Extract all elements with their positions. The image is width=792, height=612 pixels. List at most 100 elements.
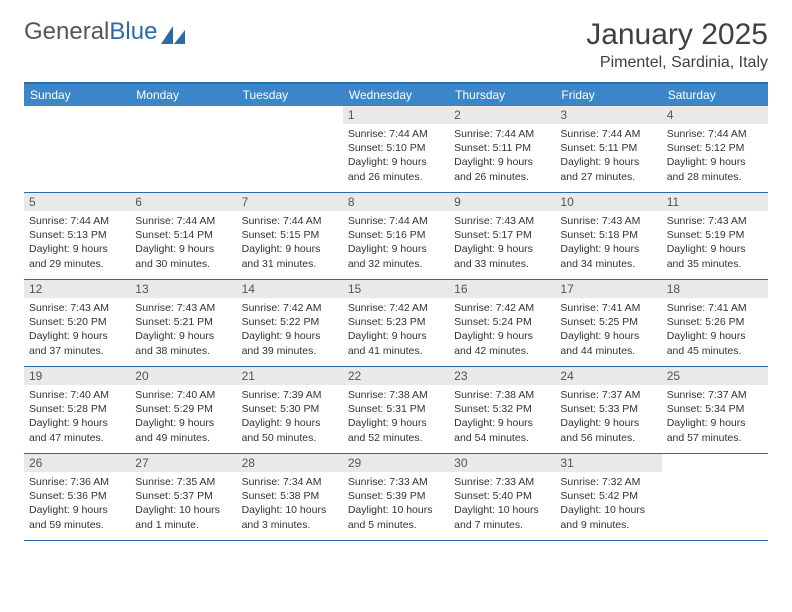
day-details: Sunrise: 7:37 AMSunset: 5:33 PMDaylight:…	[560, 388, 656, 445]
day-details: Sunrise: 7:32 AMSunset: 5:42 PMDaylight:…	[560, 475, 656, 532]
day-cell: 20 Sunrise: 7:40 AMSunset: 5:29 PMDayligh…	[130, 367, 236, 453]
day-number: 27	[130, 454, 236, 472]
day-number: 23	[449, 367, 555, 385]
day-cell: 18 Sunrise: 7:41 AMSunset: 5:26 PMDayligh…	[662, 280, 768, 366]
page-header: GeneralBlue January 2025 Pimentel, Sardi…	[24, 18, 768, 72]
week-row: 26Sunrise: 7:36 AMSunset: 5:36 PMDayligh…	[24, 454, 768, 541]
day-cell: 26Sunrise: 7:36 AMSunset: 5:36 PMDayligh…	[24, 454, 130, 540]
day-details: Sunrise: 7:44 AMSunset: 5:10 PMDaylight:…	[348, 127, 444, 184]
day-number: 13	[130, 280, 236, 298]
day-cell: 23 Sunrise: 7:38 AMSunset: 5:32 PMDayligh…	[449, 367, 555, 453]
day-details: Sunrise: 7:41 AMSunset: 5:25 PMDaylight:…	[560, 301, 656, 358]
day-cell: 27 Sunrise: 7:35 AMSunset: 5:37 PMDayligh…	[130, 454, 236, 540]
day-cell: 3Sunrise: 7:44 AMSunset: 5:11 PMDaylight…	[555, 106, 661, 192]
day-details: Sunrise: 7:43 AMSunset: 5:20 PMDaylight:…	[29, 301, 125, 358]
day-details: Sunrise: 7:38 AMSunset: 5:31 PMDaylight:…	[348, 388, 444, 445]
week-row: 19 Sunrise: 7:40 AMSunset: 5:28 PMDayligh…	[24, 367, 768, 454]
day-details: Sunrise: 7:41 AMSunset: 5:26 PMDaylight:…	[667, 301, 763, 358]
day-cell: 17 Sunrise: 7:41 AMSunset: 5:25 PMDayligh…	[555, 280, 661, 366]
day-details: Sunrise: 7:35 AMSunset: 5:37 PMDaylight:…	[135, 475, 231, 532]
day-cell: 31 Sunrise: 7:32 AMSunset: 5:42 PMDayligh…	[555, 454, 661, 540]
day-number: 20	[130, 367, 236, 385]
day-number: 2	[449, 106, 555, 124]
day-cell: 1 Sunrise: 7:44 AMSunset: 5:10 PMDaylight…	[343, 106, 449, 192]
day-header: Monday	[130, 84, 236, 106]
day-details: Sunrise: 7:43 AMSunset: 5:21 PMDaylight:…	[135, 301, 231, 358]
day-details: Sunrise: 7:44 AMSunset: 5:16 PMDaylight:…	[348, 214, 444, 271]
day-details: Sunrise: 7:40 AMSunset: 5:29 PMDaylight:…	[135, 388, 231, 445]
day-cell: 14 Sunrise: 7:42 AMSunset: 5:22 PMDayligh…	[237, 280, 343, 366]
day-number: 15	[343, 280, 449, 298]
day-cell: 7 Sunrise: 7:44 AMSunset: 5:15 PMDaylight…	[237, 193, 343, 279]
week-row: 5Sunrise: 7:44 AMSunset: 5:13 PMDaylight…	[24, 193, 768, 280]
day-number: 4	[662, 106, 768, 124]
day-header: Sunday	[24, 84, 130, 106]
day-cell: 4Sunrise: 7:44 AMSunset: 5:12 PMDaylight…	[662, 106, 768, 192]
day-cell: 2Sunrise: 7:44 AMSunset: 5:11 PMDaylight…	[449, 106, 555, 192]
day-cell: 5Sunrise: 7:44 AMSunset: 5:13 PMDaylight…	[24, 193, 130, 279]
day-cell: 29Sunrise: 7:33 AMSunset: 5:39 PMDayligh…	[343, 454, 449, 540]
day-details: Sunrise: 7:44 AMSunset: 5:15 PMDaylight:…	[242, 214, 338, 271]
sail-icon	[161, 23, 185, 41]
day-number: 31	[555, 454, 661, 472]
day-details: Sunrise: 7:33 AMSunset: 5:40 PMDaylight:…	[454, 475, 550, 532]
day-header: Thursday	[449, 84, 555, 106]
day-number: 28	[237, 454, 343, 472]
day-details: Sunrise: 7:43 AMSunset: 5:17 PMDaylight:…	[454, 214, 550, 271]
title-block: January 2025 Pimentel, Sardinia, Italy	[586, 18, 768, 72]
day-header: Saturday	[662, 84, 768, 106]
brand-logo: GeneralBlue	[24, 18, 185, 46]
day-details: Sunrise: 7:34 AMSunset: 5:38 PMDaylight:…	[242, 475, 338, 532]
day-number: 17	[555, 280, 661, 298]
day-details: Sunrise: 7:42 AMSunset: 5:23 PMDaylight:…	[348, 301, 444, 358]
day-cell: 9 Sunrise: 7:43 AMSunset: 5:17 PMDaylight…	[449, 193, 555, 279]
day-number: 3	[555, 106, 661, 124]
day-number: 24	[555, 367, 661, 385]
day-details: Sunrise: 7:42 AMSunset: 5:22 PMDaylight:…	[242, 301, 338, 358]
day-details: Sunrise: 7:44 AMSunset: 5:13 PMDaylight:…	[29, 214, 125, 271]
day-details: Sunrise: 7:42 AMSunset: 5:24 PMDaylight:…	[454, 301, 550, 358]
week-row: 1 Sunrise: 7:44 AMSunset: 5:10 PMDaylight…	[24, 106, 768, 193]
day-cell: 15 Sunrise: 7:42 AMSunset: 5:23 PMDayligh…	[343, 280, 449, 366]
day-number: 7	[237, 193, 343, 211]
calendar-grid: SundayMondayTuesdayWednesdayThursdayFrid…	[24, 82, 768, 541]
day-number: 9	[449, 193, 555, 211]
day-header: Friday	[555, 84, 661, 106]
day-cell: 16 Sunrise: 7:42 AMSunset: 5:24 PMDayligh…	[449, 280, 555, 366]
day-header-row: SundayMondayTuesdayWednesdayThursdayFrid…	[24, 84, 768, 106]
day-number: 14	[237, 280, 343, 298]
day-details: Sunrise: 7:33 AMSunset: 5:39 PMDaylight:…	[348, 475, 444, 532]
day-number: 10	[555, 193, 661, 211]
day-cell: 24 Sunrise: 7:37 AMSunset: 5:33 PMDayligh…	[555, 367, 661, 453]
day-cell: 30 Sunrise: 7:33 AMSunset: 5:40 PMDayligh…	[449, 454, 555, 540]
day-cell: 8 Sunrise: 7:44 AMSunset: 5:16 PMDaylight…	[343, 193, 449, 279]
day-number: 30	[449, 454, 555, 472]
day-cell: 6 Sunrise: 7:44 AMSunset: 5:14 PMDaylight…	[130, 193, 236, 279]
weeks-container: 1 Sunrise: 7:44 AMSunset: 5:10 PMDaylight…	[24, 106, 768, 541]
day-cell: 19 Sunrise: 7:40 AMSunset: 5:28 PMDayligh…	[24, 367, 130, 453]
day-number: 19	[24, 367, 130, 385]
day-cell	[24, 106, 130, 192]
location-line: Pimentel, Sardinia, Italy	[586, 54, 768, 72]
brand-name-2: Blue	[109, 18, 157, 46]
day-number: 21	[237, 367, 343, 385]
day-details: Sunrise: 7:40 AMSunset: 5:28 PMDaylight:…	[29, 388, 125, 445]
day-number: 18	[662, 280, 768, 298]
day-number: 25	[662, 367, 768, 385]
day-details: Sunrise: 7:44 AMSunset: 5:14 PMDaylight:…	[135, 214, 231, 271]
day-details: Sunrise: 7:39 AMSunset: 5:30 PMDaylight:…	[242, 388, 338, 445]
day-cell: 13 Sunrise: 7:43 AMSunset: 5:21 PMDayligh…	[130, 280, 236, 366]
day-header: Wednesday	[343, 84, 449, 106]
day-details: Sunrise: 7:38 AMSunset: 5:32 PMDaylight:…	[454, 388, 550, 445]
day-details: Sunrise: 7:43 AMSunset: 5:18 PMDaylight:…	[560, 214, 656, 271]
day-number: 22	[343, 367, 449, 385]
day-number: 8	[343, 193, 449, 211]
day-number: 6	[130, 193, 236, 211]
week-row: 12Sunrise: 7:43 AMSunset: 5:20 PMDayligh…	[24, 280, 768, 367]
day-cell: 21 Sunrise: 7:39 AMSunset: 5:30 PMDayligh…	[237, 367, 343, 453]
day-number: 16	[449, 280, 555, 298]
day-number: 26	[24, 454, 130, 472]
day-number: 1	[343, 106, 449, 124]
day-cell: 28 Sunrise: 7:34 AMSunset: 5:38 PMDayligh…	[237, 454, 343, 540]
day-cell: 22 Sunrise: 7:38 AMSunset: 5:31 PMDayligh…	[343, 367, 449, 453]
